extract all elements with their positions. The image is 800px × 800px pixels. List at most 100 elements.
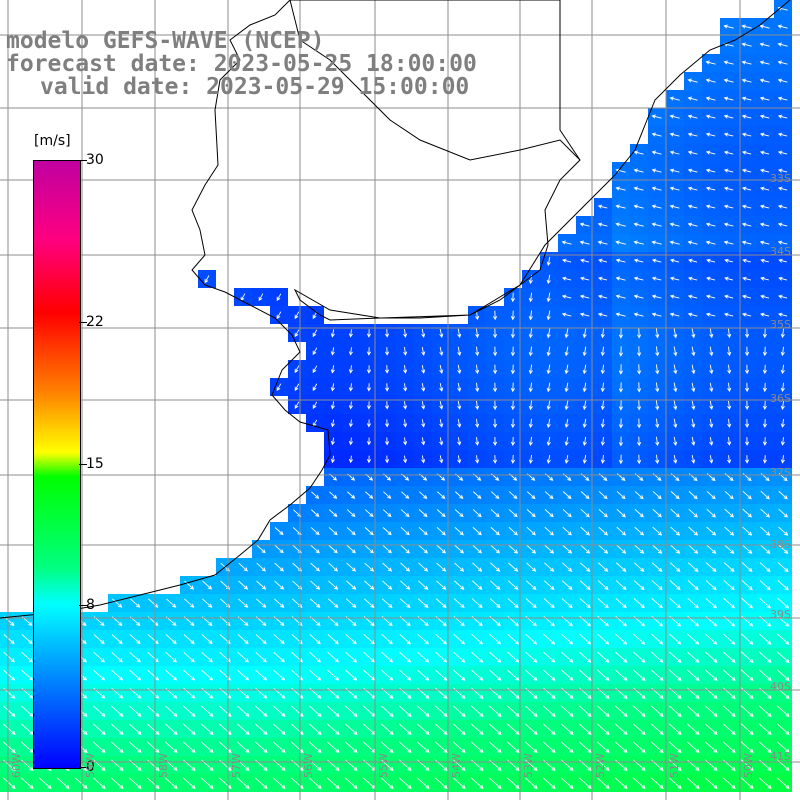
wind-arrow bbox=[687, 240, 698, 245]
wind-arrow bbox=[633, 294, 644, 299]
wind-arrow bbox=[704, 777, 718, 789]
wind-arrow bbox=[564, 346, 569, 357]
wind-arrow bbox=[578, 777, 592, 789]
wind-arrow bbox=[688, 491, 698, 500]
wind-arrow bbox=[706, 276, 716, 281]
wind-arrow bbox=[400, 527, 410, 536]
wind-arrow bbox=[579, 580, 591, 591]
wind-arrow bbox=[488, 741, 502, 753]
wind-arrow bbox=[544, 562, 555, 572]
wind-arrow bbox=[489, 598, 501, 609]
colorbar-tick-mark bbox=[79, 463, 87, 465]
wind-arrow bbox=[741, 24, 752, 29]
wind-arrow bbox=[147, 651, 159, 663]
longitude-label: 50W bbox=[742, 753, 755, 778]
wind-arrow bbox=[578, 687, 592, 699]
colorbar-tick-mark bbox=[79, 321, 87, 323]
wind-arrow bbox=[398, 741, 412, 753]
wind-arrow bbox=[744, 328, 750, 339]
wind-arrow bbox=[416, 741, 430, 753]
wind-arrow bbox=[633, 562, 645, 572]
wind-arrow bbox=[310, 509, 320, 517]
wind-arrow bbox=[542, 777, 556, 789]
wind-arrow bbox=[651, 294, 662, 299]
wind-arrow bbox=[312, 311, 318, 320]
wind-arrow bbox=[686, 723, 700, 735]
wind-arrow bbox=[492, 346, 498, 357]
wind-arrow bbox=[614, 777, 628, 789]
wind-arrow bbox=[348, 365, 353, 374]
wind-arrow bbox=[308, 777, 322, 789]
wind-arrow bbox=[416, 777, 430, 789]
border-line bbox=[289, 0, 581, 161]
wind-arrow bbox=[236, 723, 250, 735]
wind-arrow bbox=[510, 364, 515, 375]
wind-arrow bbox=[273, 669, 286, 681]
wind-arrow bbox=[758, 741, 772, 753]
wind-arrow bbox=[471, 598, 483, 609]
wind-arrow bbox=[400, 509, 410, 518]
wind-arrow bbox=[616, 491, 626, 500]
wind-arrow bbox=[705, 633, 718, 645]
wind-arrow bbox=[758, 669, 772, 681]
wind-arrow bbox=[777, 240, 788, 245]
wind-arrow bbox=[403, 401, 408, 410]
wind-arrow bbox=[705, 580, 717, 591]
wind-arrow bbox=[705, 150, 716, 155]
wind-arrow bbox=[616, 544, 627, 554]
wind-arrow bbox=[579, 312, 590, 317]
wind-arrow bbox=[618, 328, 624, 339]
wind-arrow bbox=[166, 598, 177, 608]
wind-arrow bbox=[776, 741, 790, 753]
wind-arrow bbox=[722, 687, 736, 699]
wind-arrow bbox=[110, 705, 124, 717]
wind-arrow bbox=[741, 186, 752, 191]
wind-arrow bbox=[705, 96, 716, 101]
wind-arrow bbox=[673, 418, 678, 429]
wind-arrow bbox=[310, 527, 320, 536]
colorbar-tick-mark bbox=[79, 767, 87, 768]
wind-arrow bbox=[651, 204, 662, 209]
wind-arrow bbox=[20, 705, 34, 717]
wind-arrow bbox=[330, 455, 335, 464]
wind-arrow bbox=[686, 687, 700, 699]
wind-arrow bbox=[526, 526, 536, 536]
wind-arrow bbox=[741, 42, 752, 47]
wind-arrow bbox=[542, 669, 556, 681]
wind-arrow bbox=[670, 508, 680, 518]
wind-arrow bbox=[182, 705, 196, 717]
wind-arrow bbox=[759, 186, 770, 191]
wind-arrow bbox=[330, 383, 335, 392]
wind-arrow bbox=[598, 491, 608, 500]
wind-arrow bbox=[618, 418, 624, 429]
wind-arrow bbox=[92, 741, 106, 753]
wind-arrow bbox=[723, 186, 734, 191]
wind-arrow bbox=[777, 24, 788, 29]
wind-arrow bbox=[164, 705, 178, 717]
colorbar-unit: [m/s] bbox=[34, 133, 71, 149]
wind-arrow bbox=[255, 651, 267, 663]
wind-arrow bbox=[759, 222, 770, 227]
wind-arrow bbox=[380, 705, 394, 717]
wind-arrow bbox=[294, 365, 300, 374]
wind-arrow bbox=[777, 114, 788, 119]
wind-arrow bbox=[364, 562, 375, 572]
wind-arrow bbox=[580, 491, 590, 500]
wind-arrow bbox=[93, 634, 105, 645]
wind-arrow bbox=[670, 544, 681, 554]
wind-arrow bbox=[562, 562, 573, 572]
latitude-label: 41S bbox=[770, 750, 791, 763]
wind-arrow bbox=[434, 705, 448, 717]
wind-arrow bbox=[457, 328, 462, 339]
wind-arrow bbox=[687, 186, 698, 191]
wind-arrow bbox=[56, 777, 70, 789]
wind-arrow bbox=[742, 312, 752, 317]
wind-arrow bbox=[741, 580, 753, 591]
wind-arrow bbox=[510, 454, 516, 464]
wind-arrow bbox=[596, 723, 610, 735]
wind-arrow bbox=[561, 633, 574, 645]
wind-arrow bbox=[705, 60, 716, 65]
wind-arrow bbox=[777, 132, 788, 137]
wind-arrow bbox=[435, 651, 448, 663]
wind-arrow bbox=[597, 240, 608, 245]
